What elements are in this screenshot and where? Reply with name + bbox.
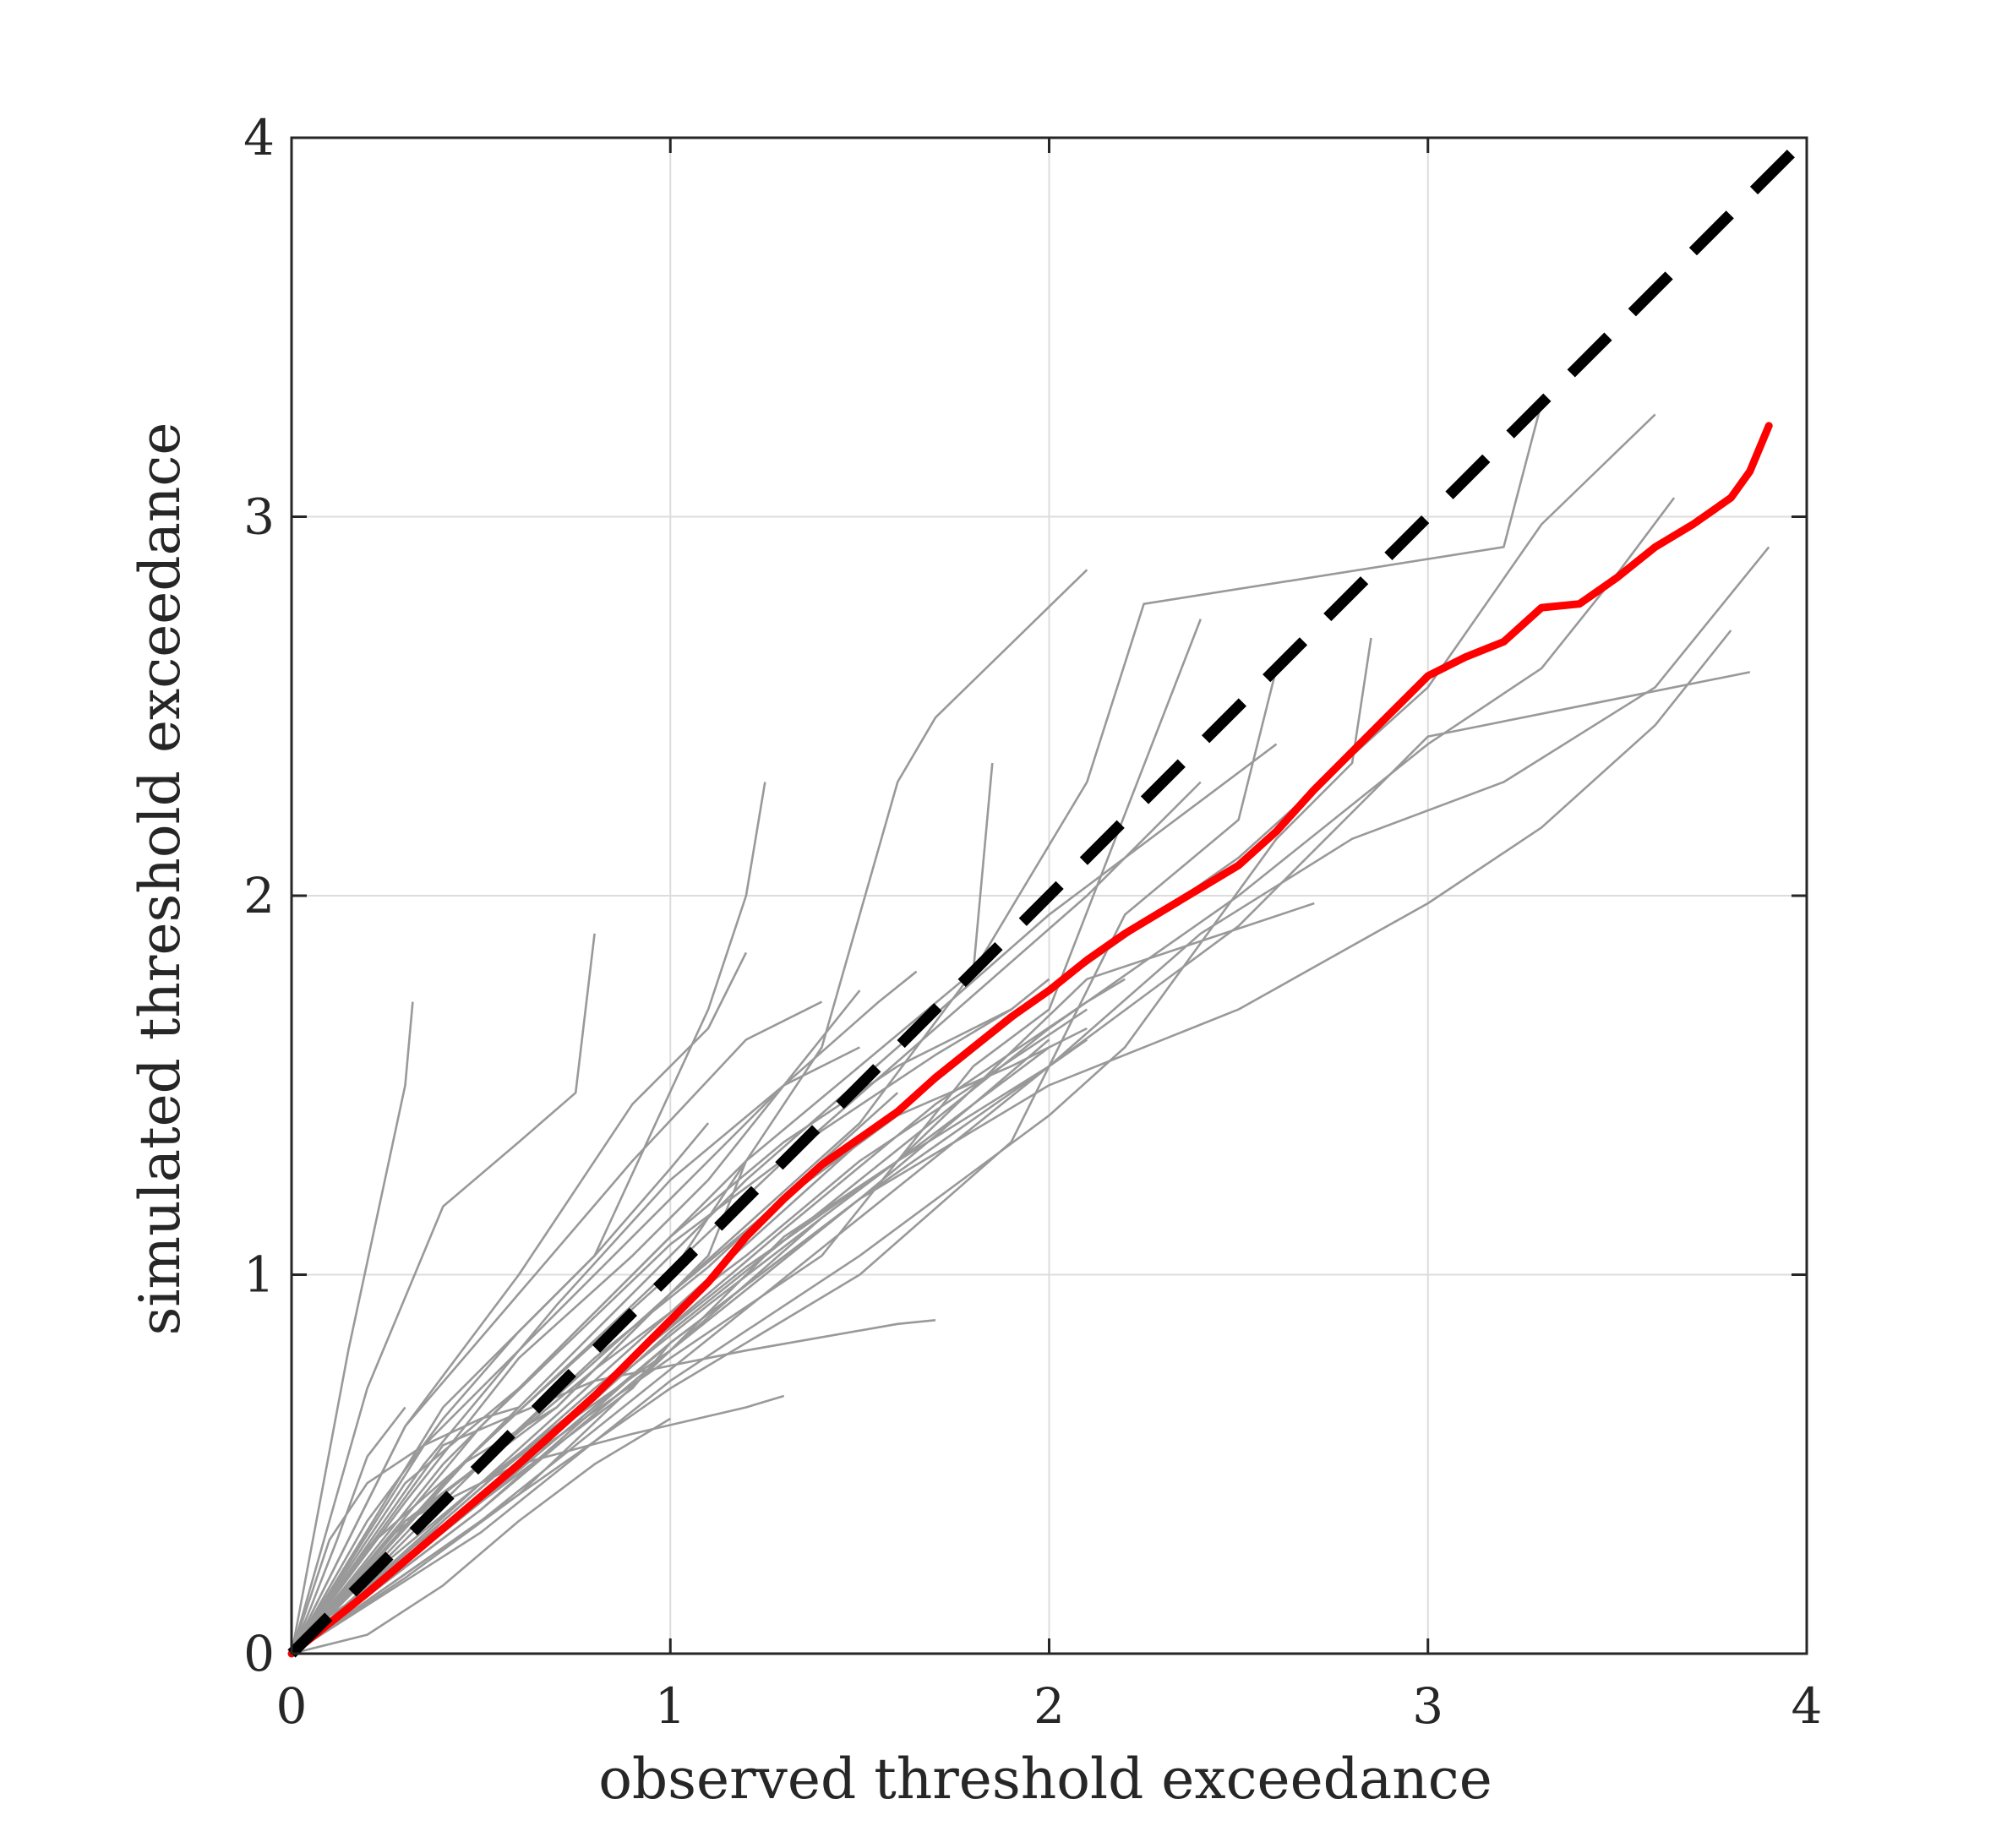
x-tick-label-4: 4 xyxy=(1792,1677,1823,1735)
ensemble-line-36 xyxy=(290,1122,710,1654)
x-axis-label: observed threshold exceedance xyxy=(598,1747,1492,1812)
labels: observed threshold exceedance simulated … xyxy=(128,422,1492,1812)
y-tick-label-1: 1 xyxy=(243,1246,275,1304)
plot-area xyxy=(287,134,1811,1658)
x-tick-label-2: 2 xyxy=(1033,1677,1065,1735)
ensemble-line-0 xyxy=(290,1001,414,1654)
y-tick-label-0: 0 xyxy=(243,1625,275,1682)
x-tick-label-3: 3 xyxy=(1412,1677,1443,1735)
ensemble-line-8 xyxy=(291,546,1770,1655)
ensemble-line-32 xyxy=(290,1406,406,1654)
y-tick-label-2: 2 xyxy=(243,867,275,924)
ensemble-line-39 xyxy=(291,1038,1050,1655)
axes: 0 1 2 3 4 0 1 2 3 4 xyxy=(243,109,1822,1735)
x-tick-label-1: 1 xyxy=(655,1677,686,1735)
ensemble-line-40 xyxy=(291,978,1050,1654)
y-axis-label: simulated threshold exceedance xyxy=(128,422,193,1336)
ensemble-line-20 xyxy=(290,1008,1012,1654)
y-tick-label-4: 4 xyxy=(243,109,275,166)
ensemble-line-1 xyxy=(290,933,596,1654)
ensemble-line-22 xyxy=(291,1027,1088,1654)
ensemble-line-23 xyxy=(290,1000,823,1654)
reference-diagonal-line xyxy=(287,134,1811,1658)
ensemble-line-31 xyxy=(291,1417,671,1655)
x-tick-label-0: 0 xyxy=(276,1677,308,1735)
ensemble-line-29 xyxy=(290,1406,520,1654)
ensemble-line-35 xyxy=(290,1046,860,1654)
ensemble-line-18 xyxy=(290,762,994,1654)
ensemble-line-15 xyxy=(290,1319,936,1654)
y-tick-label-3: 3 xyxy=(243,488,275,546)
mean-line xyxy=(287,422,1773,1658)
ensemble-line-11 xyxy=(291,637,1372,1655)
